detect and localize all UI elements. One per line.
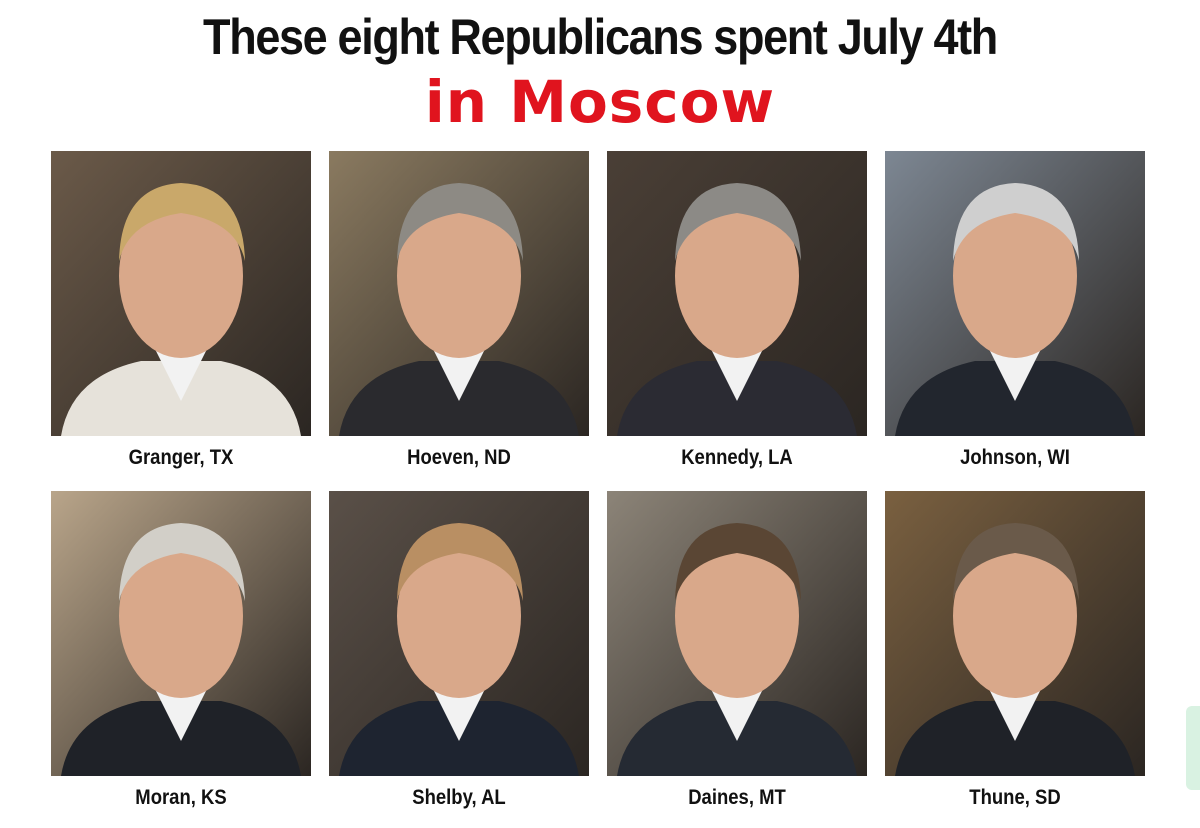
- portrait-photo: [885, 491, 1145, 776]
- photo-caption: Shelby, AL: [412, 786, 506, 809]
- portrait-photo: [51, 491, 311, 776]
- photo-caption: Kennedy, LA: [681, 446, 793, 469]
- portrait-photo: [329, 491, 589, 776]
- photo-caption: Hoeven, ND: [407, 446, 511, 469]
- subtitle: in Moscow: [424, 68, 776, 136]
- photo-caption: Granger, TX: [128, 446, 234, 469]
- photo-caption: Moran, KS: [135, 786, 227, 809]
- portrait-photo: [51, 151, 311, 436]
- photo-caption: Johnson, WI: [960, 446, 1070, 469]
- edge-decoration: [1186, 706, 1200, 790]
- portrait-photo: [607, 491, 867, 776]
- photo-caption: Thune, SD: [969, 786, 1061, 809]
- portrait-photo: [885, 151, 1145, 436]
- photo-caption: Daines, MT: [688, 786, 786, 809]
- title: These eight Republicans spent July 4th: [203, 9, 998, 65]
- portrait-photo: [607, 151, 867, 436]
- portrait-photo: [329, 151, 589, 436]
